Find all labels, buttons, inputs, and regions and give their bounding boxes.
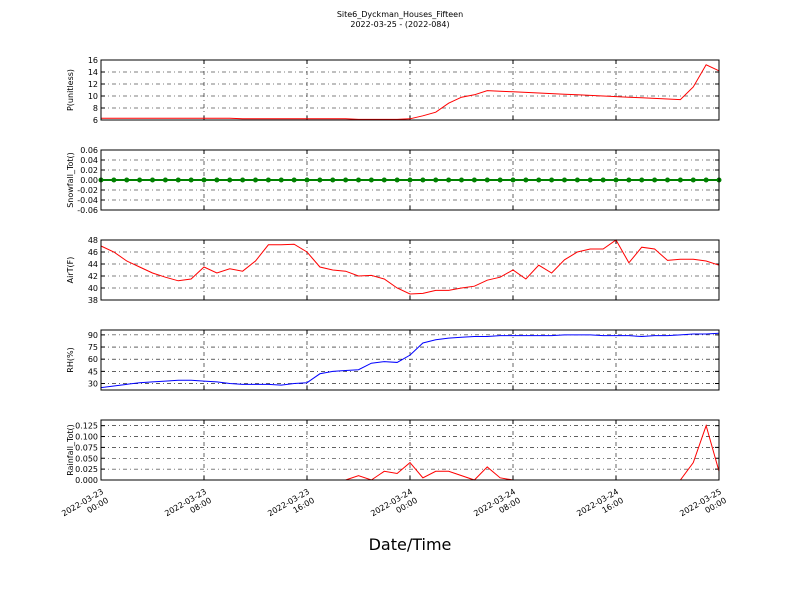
- y-tick-label: -0.06: [77, 206, 98, 215]
- data-point: [600, 177, 606, 183]
- y-tick-label: 0.000: [75, 476, 98, 485]
- data-point: [446, 177, 452, 183]
- data-point: [484, 177, 490, 183]
- y-tick-label: 60: [88, 355, 98, 364]
- data-point: [574, 177, 580, 183]
- data-point: [587, 177, 593, 183]
- data-point: [343, 177, 349, 183]
- y-tick-label: 14: [88, 68, 98, 77]
- data-point: [536, 177, 542, 183]
- plot-frame: [100, 59, 720, 121]
- data-point: [278, 177, 284, 183]
- chart-subtitle: 2022-03-25 - (2022-084): [350, 20, 449, 29]
- data-point: [253, 177, 258, 183]
- data-point: [227, 177, 233, 183]
- data-point: [304, 177, 310, 183]
- data-point: [407, 177, 413, 183]
- data-point: [652, 177, 658, 183]
- data-point: [549, 177, 555, 183]
- plot-frame: [100, 149, 720, 211]
- y-tick-label: 38: [88, 296, 98, 305]
- data-point: [626, 177, 632, 183]
- y-tick-label: 10: [88, 92, 98, 101]
- y-tick-label: -0.04: [77, 196, 98, 205]
- x-axis-label: Date/Time: [369, 535, 452, 554]
- y-tick-label: 0.00: [80, 176, 98, 185]
- y-tick-label: 0.06: [80, 146, 98, 155]
- data-point: [150, 177, 155, 183]
- data-line: [100, 332, 720, 389]
- data-point: [459, 177, 464, 183]
- y-tick-label: 40: [88, 284, 98, 293]
- data-point: [291, 177, 297, 183]
- y-tick-label: 75: [88, 343, 98, 352]
- y-tick-label: 6: [93, 116, 98, 125]
- chart-title: Site6_Dyckman_Houses_Fifteen: [337, 10, 463, 19]
- plot-frame: [100, 419, 720, 481]
- y-axis-label: AirT(F): [66, 257, 75, 284]
- data-point: [523, 177, 529, 183]
- y-tick-label: 42: [88, 272, 98, 281]
- data-point: [394, 177, 400, 183]
- y-tick-label: 0.02: [80, 166, 98, 175]
- y-axis-label: RH(%): [66, 347, 75, 372]
- y-tick-label: 44: [88, 260, 98, 269]
- y-axis-label: Snowfall_Tot(): [66, 152, 75, 208]
- data-point: [356, 177, 361, 183]
- y-tick-label: 8: [93, 104, 98, 113]
- data-point: [265, 177, 271, 183]
- y-tick-label: 12: [88, 80, 98, 89]
- data-point: [137, 177, 143, 183]
- data-point: [214, 177, 220, 183]
- y-tick-label: 0.075: [75, 443, 98, 452]
- data-point: [639, 177, 645, 183]
- data-point: [317, 177, 323, 183]
- data-point: [201, 177, 207, 183]
- y-tick-label: 45: [88, 367, 98, 376]
- y-tick-label: 0.025: [75, 465, 98, 474]
- data-point: [677, 177, 683, 183]
- y-tick-label: -0.02: [77, 186, 98, 195]
- y-tick-label: 0.125: [75, 422, 98, 431]
- data-point: [497, 177, 503, 183]
- data-point: [510, 177, 516, 183]
- data-point: [368, 177, 374, 183]
- y-axis-label: Rainfall_Tot(): [66, 424, 75, 476]
- y-tick-label: 46: [88, 248, 98, 257]
- data-point: [562, 177, 567, 183]
- data-point: [188, 177, 194, 183]
- data-point: [240, 177, 246, 183]
- data-point: [433, 177, 439, 183]
- y-tick-label: 30: [88, 380, 98, 389]
- y-axis-label: P(unitless): [66, 69, 75, 111]
- y-tick-label: 0.050: [75, 454, 98, 463]
- data-point: [175, 177, 181, 183]
- data-point: [665, 177, 670, 183]
- y-tick-label: 16: [88, 56, 98, 65]
- data-point: [703, 177, 709, 183]
- data-point: [613, 177, 619, 183]
- data-point: [690, 177, 696, 183]
- data-point: [420, 177, 426, 183]
- data-line: [101, 64, 720, 120]
- y-tick-label: 48: [88, 236, 98, 245]
- y-tick-label: 0.04: [80, 156, 98, 165]
- data-point: [162, 177, 168, 183]
- y-tick-label: 0.100: [75, 433, 98, 442]
- plot-frame: [100, 239, 720, 301]
- data-point: [330, 177, 336, 183]
- data-point: [111, 177, 117, 183]
- y-tick-label: 90: [88, 331, 98, 340]
- data-point: [471, 177, 477, 183]
- plot-frame: [100, 329, 720, 391]
- data-point: [381, 177, 387, 183]
- data-point: [124, 177, 130, 183]
